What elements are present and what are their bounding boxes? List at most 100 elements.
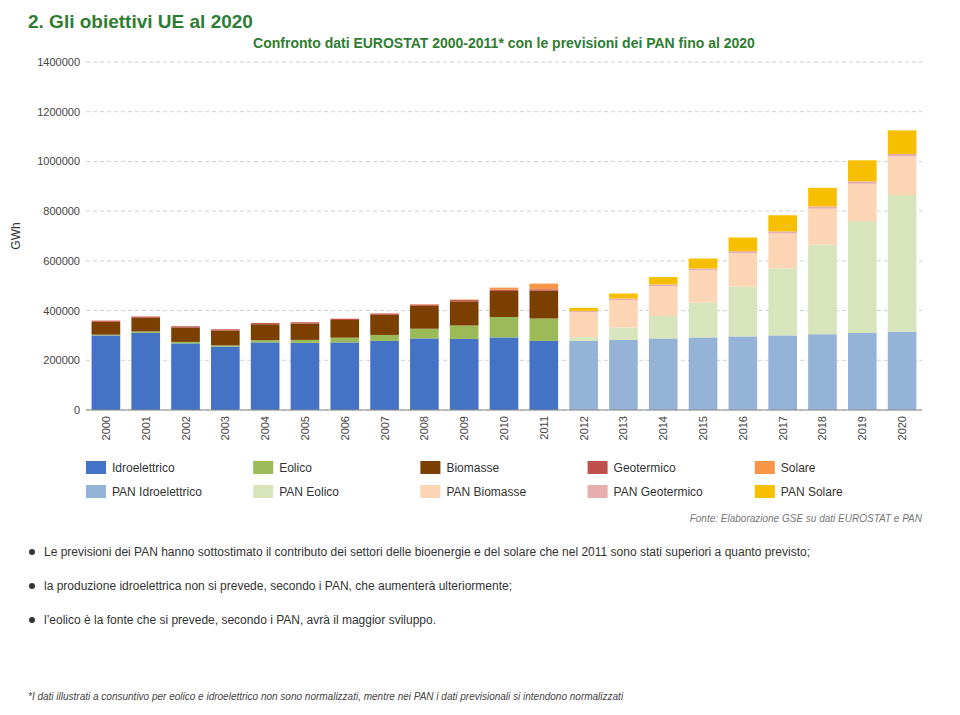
legend-swatch <box>86 461 106 474</box>
page-title: 2. Gli obiettivi UE al 2020 <box>28 11 253 32</box>
bar-segment <box>251 342 280 410</box>
bar-segment <box>92 322 121 335</box>
bar-segment <box>689 258 718 268</box>
bar-segment <box>211 329 240 330</box>
bullet-text: Le previsioni dei PAN hanno sottostimato… <box>44 545 810 559</box>
bar-segment <box>808 245 837 334</box>
bar-segment <box>291 322 320 323</box>
legend-label: PAN Idroelettrico <box>112 485 202 499</box>
chart-title: Confronto dati EUROSTAT 2000-2011* con l… <box>253 35 755 51</box>
grid-line <box>86 410 922 411</box>
bar-segment <box>848 221 877 333</box>
bar-segment <box>768 231 797 233</box>
bar-segment <box>848 181 877 183</box>
bar-segment <box>92 335 121 410</box>
bar-segment <box>171 343 200 410</box>
y-tick-label: 800000 <box>43 205 80 217</box>
bar-segment <box>131 331 160 332</box>
bar-segment <box>131 317 160 318</box>
bar-segment <box>729 253 758 287</box>
bar-segment <box>689 270 718 302</box>
x-tick-label: 2003 <box>219 416 231 440</box>
legend-swatch <box>420 485 440 498</box>
x-tick-label: 2020 <box>896 416 908 440</box>
bar-segment <box>251 324 280 340</box>
bar-segment <box>171 326 200 327</box>
bar-segment <box>131 318 160 332</box>
bar-segment <box>729 237 758 251</box>
bullet-dot <box>29 617 35 623</box>
bar-segment <box>370 314 399 315</box>
bar-segment <box>410 329 439 339</box>
bar-segment <box>92 321 121 322</box>
bar-segment <box>768 215 797 231</box>
legend-label: PAN Geotermico <box>614 485 703 499</box>
bar-segment <box>291 340 320 343</box>
legend-label: Eolico <box>279 461 312 475</box>
bar-segment <box>490 290 519 291</box>
x-tick-label: 2019 <box>856 416 868 440</box>
grid-line <box>86 62 922 63</box>
bar-segment <box>92 320 121 321</box>
bar-segment <box>729 251 758 253</box>
legend: IdroelettricoEolicoBiomasseGeotermicoSol… <box>86 461 843 499</box>
x-axis-line <box>86 410 922 411</box>
y-axis-label: GWh <box>9 222 23 249</box>
bar-segment <box>609 294 638 299</box>
bullet-dot <box>29 549 35 555</box>
x-tick-label: 2012 <box>578 416 590 440</box>
bullet-text: la produzione idroelettrica non si preve… <box>44 579 512 593</box>
bar-segment <box>211 330 240 345</box>
source-note: Fonte: Elaborazione GSE su dati EUROSTAT… <box>690 513 923 524</box>
bar-segment <box>529 319 558 341</box>
bar-segment <box>808 188 837 207</box>
bar-segment <box>529 289 558 290</box>
footnote: *I dati illustrati a consuntivo per eoli… <box>28 691 624 702</box>
bar-segment <box>211 329 240 330</box>
legend-swatch <box>253 485 273 498</box>
bar-segment <box>729 287 758 337</box>
bar-segment <box>649 284 678 286</box>
bar-segment <box>211 345 240 346</box>
y-tick-label: 600000 <box>43 255 80 267</box>
y-tick-label: 0 <box>74 404 80 416</box>
bar-segment <box>848 160 877 181</box>
grid-line <box>86 211 922 212</box>
bar-segment <box>888 195 917 332</box>
bar-segment <box>171 326 200 327</box>
y-tick-label: 1200000 <box>37 106 80 118</box>
bar-segment <box>609 300 638 327</box>
x-tick-label: 2015 <box>697 416 709 440</box>
bar-segment <box>291 322 320 323</box>
bar-segment <box>410 306 439 329</box>
bar-segment <box>768 335 797 410</box>
x-tick-label: 2000 <box>100 416 112 440</box>
grid-line <box>86 161 922 162</box>
x-tick-label: 2014 <box>657 416 669 440</box>
bar-segment <box>609 327 638 339</box>
bar-segment <box>171 342 200 343</box>
legend-swatch <box>755 485 775 498</box>
legend-swatch <box>588 461 608 474</box>
bar-segment <box>569 308 598 311</box>
bar-segment <box>529 284 558 290</box>
x-tick-label: 2016 <box>737 416 749 440</box>
bars <box>92 130 917 410</box>
bar-segment <box>330 318 359 319</box>
x-tick-label: 2017 <box>777 416 789 440</box>
bar-segment <box>450 300 479 301</box>
bar-segment <box>370 313 399 314</box>
x-tick-label: 2018 <box>816 416 828 440</box>
bar-segment <box>211 347 240 410</box>
legend-label: PAN Biomasse <box>446 485 526 499</box>
bar-segment <box>808 209 837 245</box>
bullet-dot <box>29 583 35 589</box>
bar-segment <box>251 340 280 342</box>
x-tick-label: 2004 <box>259 416 271 440</box>
bar-segment <box>609 299 638 301</box>
x-tick-label: 2006 <box>339 416 351 440</box>
x-tick-label: 2009 <box>458 416 470 440</box>
x-tick-label: 2008 <box>418 416 430 440</box>
bar-segment <box>450 339 479 410</box>
bar-segment <box>330 338 359 343</box>
